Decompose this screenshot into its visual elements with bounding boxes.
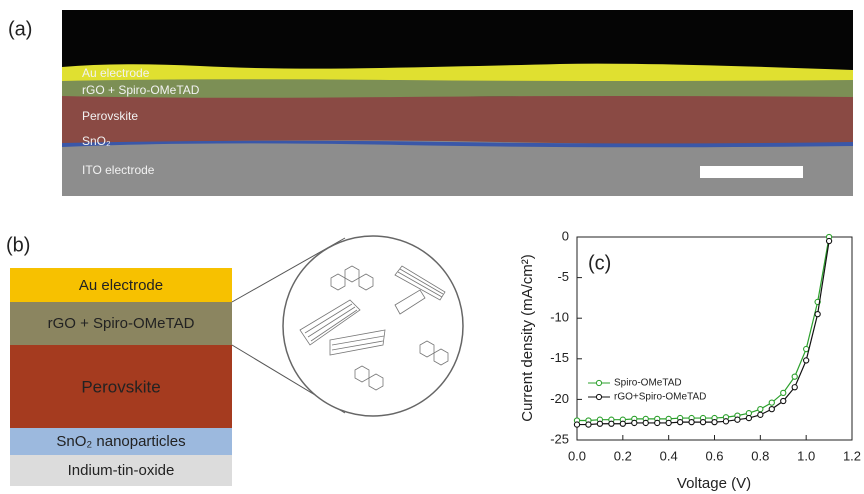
data-point — [573, 421, 581, 428]
layer-label: rGO + Spiro-OMeTAD — [48, 315, 195, 332]
layer-label: Perovskite — [82, 109, 138, 123]
sem-image: Au electrode rGO + Spiro-OMeTAD Perovski… — [62, 10, 853, 196]
data-point — [791, 373, 798, 380]
data-point — [631, 419, 638, 427]
legend-marker — [595, 379, 603, 387]
data-point — [780, 397, 787, 405]
data-point — [757, 405, 764, 413]
data-point — [676, 418, 684, 426]
layer-label: SnO₂ nanoparticles — [56, 433, 185, 450]
x-tick-label: 1.0 — [797, 448, 815, 463]
y-tick-label: -5 — [557, 269, 569, 284]
data-point — [814, 310, 821, 318]
layer-label: Au electrode — [82, 66, 150, 80]
x-tick-label: 0.0 — [568, 448, 586, 463]
x-tick-label: 0.4 — [660, 448, 678, 463]
x-tick-label: 1.2 — [843, 448, 861, 463]
layer-label: Au electrode — [79, 277, 163, 294]
layer-label: Perovskite — [81, 377, 160, 396]
layer-label: ITO electrode — [82, 163, 155, 177]
zoom-inset — [231, 235, 464, 417]
layer-label: SnO₂ — [82, 134, 111, 148]
legend-marker — [595, 393, 603, 401]
x-tick-label: 0.6 — [705, 448, 723, 463]
x-axis-label: Voltage (V) — [677, 475, 751, 492]
y-tick-label: -15 — [550, 350, 569, 365]
data-point — [596, 420, 604, 427]
y-tick-label: -10 — [550, 310, 569, 325]
device-stack: Au electrode rGO + Spiro-OMeTAD Perovski… — [10, 268, 232, 486]
data-point — [803, 357, 810, 364]
x-tick-label: 0.2 — [614, 448, 632, 463]
plot-frame — [576, 236, 853, 441]
data-point — [688, 418, 695, 426]
y-axis-label: Current density (mA/cm²) — [519, 254, 536, 422]
data-point — [699, 418, 707, 426]
data-point — [734, 416, 741, 423]
data-point — [642, 419, 649, 427]
data-point — [780, 389, 787, 397]
data-point — [711, 418, 718, 426]
y-tick-label: -20 — [550, 391, 569, 406]
y-tick-label: -25 — [550, 431, 569, 446]
legend-label: rGO+Spiro-OMeTAD — [614, 392, 706, 403]
data-point — [619, 420, 626, 427]
data-point — [608, 420, 615, 427]
data-point — [757, 411, 764, 418]
panel-label: (b) — [6, 234, 30, 256]
data-point — [654, 419, 661, 427]
data-point — [722, 418, 730, 425]
x-tick-label: 0.8 — [751, 448, 769, 463]
data-point — [745, 414, 753, 422]
data-point — [825, 237, 833, 245]
layer-label: rGO + Spiro-OMeTAD — [82, 83, 200, 97]
data-point — [791, 384, 798, 391]
data-point — [585, 421, 592, 428]
data-point — [768, 405, 775, 413]
data-point — [665, 419, 672, 427]
y-tick-label: 0 — [562, 228, 569, 243]
layer-label: Indium-tin-oxide — [68, 462, 175, 479]
panel-label: (c) — [588, 252, 611, 274]
data-point — [768, 399, 775, 406]
panel-label: (a) — [8, 18, 32, 40]
legend-label: Spiro-OMeTAD — [614, 378, 682, 389]
